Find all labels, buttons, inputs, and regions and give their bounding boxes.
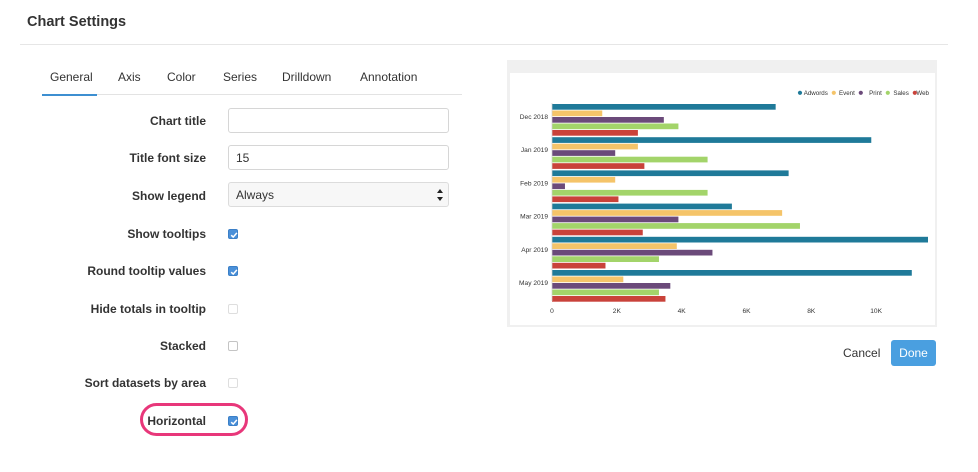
round-tooltip-values-label: Round tooltip values <box>87 264 206 278</box>
bar-event <box>552 243 677 249</box>
x-tick-label: 4K <box>678 308 687 315</box>
x-tick-label: 2K <box>613 308 622 315</box>
sort-datasets-label: Sort datasets by area <box>84 376 206 390</box>
legend-label-adwords: Adwords <box>804 90 828 97</box>
hide-totals-label: Hide totals in tooltip <box>90 302 206 316</box>
bar-event <box>552 143 638 150</box>
bar-print <box>552 150 616 156</box>
bar-print <box>552 249 713 256</box>
tab-series[interactable]: Series <box>223 70 258 84</box>
dialog-title: Chart Settings <box>27 14 127 30</box>
bar-sales <box>552 256 659 262</box>
bar-print <box>552 283 671 289</box>
bar-adwords <box>552 104 776 110</box>
cancel-button[interactable]: Cancel <box>843 346 881 360</box>
legend-marker-adwords <box>797 90 803 95</box>
show-legend-value: Always <box>236 188 275 202</box>
round-tooltip-values-checkbox[interactable] <box>228 266 238 276</box>
stacked-checkbox[interactable] <box>228 341 238 351</box>
hide-totals-checkbox[interactable] <box>228 304 238 314</box>
bar-event <box>552 276 624 283</box>
show-tooltips-checkbox[interactable] <box>228 229 238 239</box>
category-label: Apr 2019 <box>521 247 548 254</box>
tab-drilldown[interactable]: Drilldown <box>282 70 332 84</box>
bar-event <box>552 210 783 216</box>
legend-marker-sales <box>885 90 890 95</box>
bar-print <box>552 183 565 190</box>
show-legend-label: Show legend <box>131 189 206 203</box>
legend-label-event: Event <box>839 90 855 97</box>
legend-label-sales: Sales <box>893 90 908 97</box>
bar-sales <box>552 189 708 196</box>
bar-chart: Web Sales Print Event Adwords Dec 2018 Jan 201… <box>519 90 930 315</box>
category-label: Mar 2019 <box>520 214 548 221</box>
select-arrows-icon <box>437 189 443 201</box>
horizontal-label: Horizontal <box>147 414 206 428</box>
legend-marker-event <box>831 90 836 95</box>
tab-general[interactable]: General <box>42 66 97 96</box>
bar-sales <box>552 156 708 163</box>
checkmark-icon <box>230 269 238 276</box>
bar-print <box>552 216 679 223</box>
legend-label-web: Web <box>916 90 929 97</box>
bar-web <box>552 163 645 169</box>
chart-title-label: Chart title <box>149 114 206 128</box>
title-font-size-input[interactable] <box>228 145 449 170</box>
category-label: Feb 2019 <box>520 180 548 187</box>
title-divider <box>20 44 948 45</box>
legend-marker-web <box>912 90 917 95</box>
x-tick-label: 8K <box>807 308 816 315</box>
legend-marker-print <box>858 90 863 95</box>
horizontal-highlight-ring <box>140 403 248 436</box>
tab-axis[interactable]: Axis <box>118 70 141 84</box>
bar-sales <box>552 123 679 130</box>
show-tooltips-label: Show tooltips <box>127 227 206 241</box>
category-label: May 2019 <box>519 280 548 287</box>
tab-color[interactable]: Color <box>167 70 196 84</box>
bar-web <box>552 262 606 269</box>
bar-sales <box>552 223 800 229</box>
legend-label-print: Print <box>869 90 882 97</box>
bar-event <box>552 176 616 183</box>
checkmark-icon <box>230 232 238 239</box>
x-tick-label: 6K <box>742 308 751 315</box>
x-tick-label: 10K <box>870 308 882 315</box>
chart-title-input[interactable] <box>228 108 449 133</box>
bar-adwords <box>552 137 872 143</box>
category-label: Jan 2019 <box>521 147 548 154</box>
x-tick-label: 0 <box>550 308 554 315</box>
bar-adwords <box>552 203 732 210</box>
bar-print <box>552 117 664 123</box>
stacked-label: Stacked <box>159 339 206 353</box>
show-legend-select[interactable]: Always <box>228 182 449 207</box>
bar-web <box>552 130 638 136</box>
title-font-size-label: Title font size <box>129 151 206 165</box>
bar-sales <box>552 289 659 296</box>
sort-datasets-checkbox[interactable] <box>228 378 238 388</box>
bar-web <box>552 229 643 236</box>
bar-adwords <box>552 170 789 177</box>
bar-adwords <box>552 270 912 276</box>
done-button[interactable]: Done <box>891 340 936 366</box>
bar-event <box>552 110 603 117</box>
bar-adwords <box>552 236 928 243</box>
tab-annotation[interactable]: Annotation <box>360 70 418 84</box>
bar-web <box>552 196 619 203</box>
category-label: Dec 2018 <box>520 114 549 121</box>
bar-web <box>552 296 666 302</box>
settings-tabs: General Axis Color Series Drilldown Anno… <box>42 66 462 96</box>
